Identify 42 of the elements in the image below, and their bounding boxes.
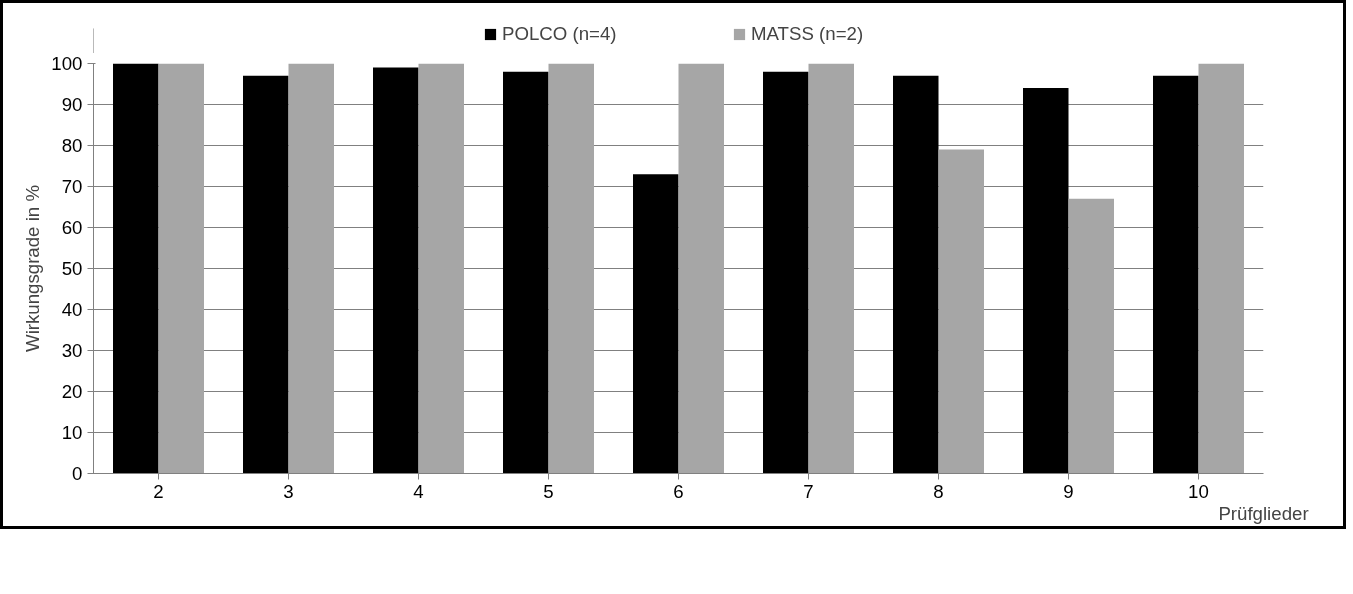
y-tick-label: 70 (61, 176, 83, 197)
y-tick-label: 30 (61, 340, 83, 361)
bar (1153, 75, 1199, 474)
x-tick-label: 4 (413, 480, 424, 502)
bar (1068, 198, 1114, 474)
bar (893, 75, 939, 474)
x-tick-label: 7 (803, 480, 814, 502)
y-tick-label: 10 (61, 422, 83, 443)
y-tick-label: 50 (61, 258, 83, 279)
y-axis-title: Wirkungsgrade in % (22, 185, 44, 352)
bar (158, 63, 204, 474)
bar (113, 63, 159, 474)
x-tick-label: 10 (1188, 480, 1209, 502)
x-tick-label: 3 (283, 480, 294, 502)
bar (548, 63, 594, 474)
bar (1023, 88, 1069, 474)
y-tick-label: 60 (61, 217, 83, 238)
y-tick-label: 90 (61, 94, 83, 115)
x-axis-title: Prüfglieder (1218, 502, 1309, 524)
x-tick-label: 9 (1063, 480, 1074, 502)
bar (808, 63, 854, 474)
y-tick-label: 40 (61, 299, 83, 320)
legend-label: POLCO (n=4) (502, 23, 618, 45)
x-tick-label: 5 (543, 480, 554, 502)
legend-label: MATSS (n=2) (751, 23, 865, 45)
bar (938, 149, 984, 474)
x-tick-label: 6 (673, 480, 684, 502)
x-tick-label: 8 (933, 480, 944, 502)
bar (503, 71, 549, 474)
bar (633, 174, 679, 474)
bar (373, 67, 419, 474)
bar (1198, 63, 1244, 474)
y-tick-label: 100 (51, 53, 83, 74)
bar (763, 71, 809, 474)
y-tick-label: 80 (61, 135, 83, 156)
bar (678, 63, 724, 474)
bar (288, 63, 334, 474)
bar (243, 75, 289, 474)
x-tick-label: 2 (153, 480, 164, 502)
y-tick-label: 20 (61, 381, 83, 402)
bar (418, 63, 464, 474)
y-tick-label: 0 (72, 463, 83, 484)
